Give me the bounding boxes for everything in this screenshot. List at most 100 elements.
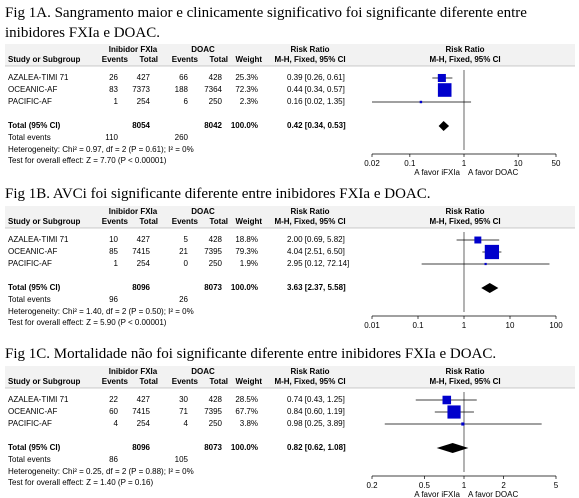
column-header: Total xyxy=(139,377,158,386)
total-label: Total (95% CI) xyxy=(8,443,61,452)
cell: 254 xyxy=(137,97,151,106)
effect-square xyxy=(442,395,452,405)
cell: 0.44 [0.34, 0.57] xyxy=(287,85,345,94)
cell: 427 xyxy=(137,73,151,82)
column-header: Weight xyxy=(235,217,262,226)
cell: 8073 xyxy=(204,283,222,292)
column-header: Risk Ratio xyxy=(290,367,329,376)
cell: 3.63 [2.37, 5.58] xyxy=(287,283,346,292)
column-header: Events xyxy=(172,377,199,386)
column-header: Total xyxy=(209,217,228,226)
effect-square xyxy=(484,262,487,266)
cell: 10 xyxy=(109,235,118,244)
cell: 100.0% xyxy=(231,121,258,130)
x-tick-label: 1 xyxy=(462,321,467,330)
cell: 260 xyxy=(175,133,189,142)
cell: 7364 xyxy=(204,85,222,94)
cell: 8096 xyxy=(132,443,150,452)
column-header: Events xyxy=(172,55,199,64)
effect-square xyxy=(419,100,423,104)
group-header: Inibidor FXIa xyxy=(109,367,158,376)
note: Test for overall effect: Z = 1.40 (P = 0… xyxy=(8,478,153,487)
column-header: M-H, Fixed, 95% CI xyxy=(274,217,345,226)
cell: 250 xyxy=(209,419,223,428)
effect-square xyxy=(437,83,452,97)
cell: 7415 xyxy=(132,407,150,416)
cell: 0 xyxy=(184,259,189,268)
cell: 105 xyxy=(175,455,189,464)
caption: Fig 1C. Mortalidade não foi significante… xyxy=(5,346,497,362)
cell: 8096 xyxy=(132,283,150,292)
effect-square xyxy=(437,73,446,83)
cell: 7395 xyxy=(204,407,222,416)
column-header: M-H, Fixed, 95% CI xyxy=(429,377,500,386)
cell: 428 xyxy=(209,395,223,404)
cell: 0.16 [0.02, 1.35] xyxy=(287,97,345,106)
x-tick-label: 0.5 xyxy=(419,481,431,490)
cell: 28.5% xyxy=(235,395,258,404)
note: Test for overall effect: Z = 5.90 (P < 0… xyxy=(8,318,167,327)
column-header: Risk Ratio xyxy=(290,45,329,54)
effect-square xyxy=(461,422,465,426)
column-header: M-H, Fixed, 95% CI xyxy=(274,55,345,64)
x-tick-label: 0.01 xyxy=(364,321,380,330)
x-tick-label: 5 xyxy=(554,481,559,490)
column-header: Events xyxy=(102,377,129,386)
cell: 428 xyxy=(209,235,223,244)
cell: 100.0% xyxy=(231,443,258,452)
column-header: M-H, Fixed, 95% CI xyxy=(429,217,500,226)
x-tick-label: 2 xyxy=(501,481,506,490)
cell: 5 xyxy=(184,235,189,244)
column-header: Total xyxy=(139,55,158,64)
study-name: PACIFIC-AF xyxy=(8,97,52,106)
column-header: Study or Subgroup xyxy=(8,55,81,64)
study-name: OCEANIC-AF xyxy=(8,85,57,94)
study-name: PACIFIC-AF xyxy=(8,259,52,268)
cell: 60 xyxy=(109,407,118,416)
x-tick-label: 50 xyxy=(552,159,561,168)
caption: Fig 1A. Sangramento maior e clinicamente… xyxy=(5,5,527,41)
cell: 7415 xyxy=(132,247,150,256)
cell: 100.0% xyxy=(231,283,258,292)
cell: 22 xyxy=(109,395,118,404)
events-label: Total events xyxy=(8,133,51,142)
column-header: Risk Ratio xyxy=(445,207,484,216)
cell: 83 xyxy=(109,85,118,94)
group-header: DOAC xyxy=(191,207,215,216)
cell: 67.7% xyxy=(235,407,258,416)
cell: 1.9% xyxy=(240,259,258,268)
study-name: AZALEA-TIMI 71 xyxy=(8,395,69,404)
cell: 8073 xyxy=(204,443,222,452)
effect-square xyxy=(484,244,500,260)
column-header: M-H, Fixed, 95% CI xyxy=(274,377,345,386)
cell: 7373 xyxy=(132,85,150,94)
note: Heterogeneity: Chi² = 0.97, df = 2 (P = … xyxy=(8,145,194,154)
cell: 0.82 [0.62, 1.08] xyxy=(287,443,346,452)
cell: 254 xyxy=(137,419,151,428)
cell: 1 xyxy=(114,97,119,106)
x-tick-label: 0.1 xyxy=(404,159,416,168)
cell: 7395 xyxy=(204,247,222,256)
cell: 66 xyxy=(179,73,188,82)
cell: 4.04 [2.51, 6.50] xyxy=(287,247,345,256)
cell: 21 xyxy=(179,247,188,256)
cell: 0.74 [0.43, 1.25] xyxy=(287,395,345,404)
cell: 250 xyxy=(209,97,223,106)
cell: 85 xyxy=(109,247,118,256)
cell: 96 xyxy=(109,295,118,304)
favor-label: A favor DOAC xyxy=(468,490,518,498)
cell: 0.39 [0.26, 0.61] xyxy=(287,73,345,82)
x-tick-label: 10 xyxy=(506,321,515,330)
cell: 26 xyxy=(109,73,118,82)
study-name: OCEANIC-AF xyxy=(8,407,57,416)
cell: 79.3% xyxy=(235,247,258,256)
x-tick-label: 10 xyxy=(514,159,523,168)
x-tick-label: 1 xyxy=(462,481,467,490)
effect-square xyxy=(474,236,482,244)
column-header: Weight xyxy=(235,55,262,64)
cell: 427 xyxy=(137,395,151,404)
header-band xyxy=(5,206,575,228)
study-name: AZALEA-TIMI 71 xyxy=(8,73,69,82)
group-header: DOAC xyxy=(191,367,215,376)
